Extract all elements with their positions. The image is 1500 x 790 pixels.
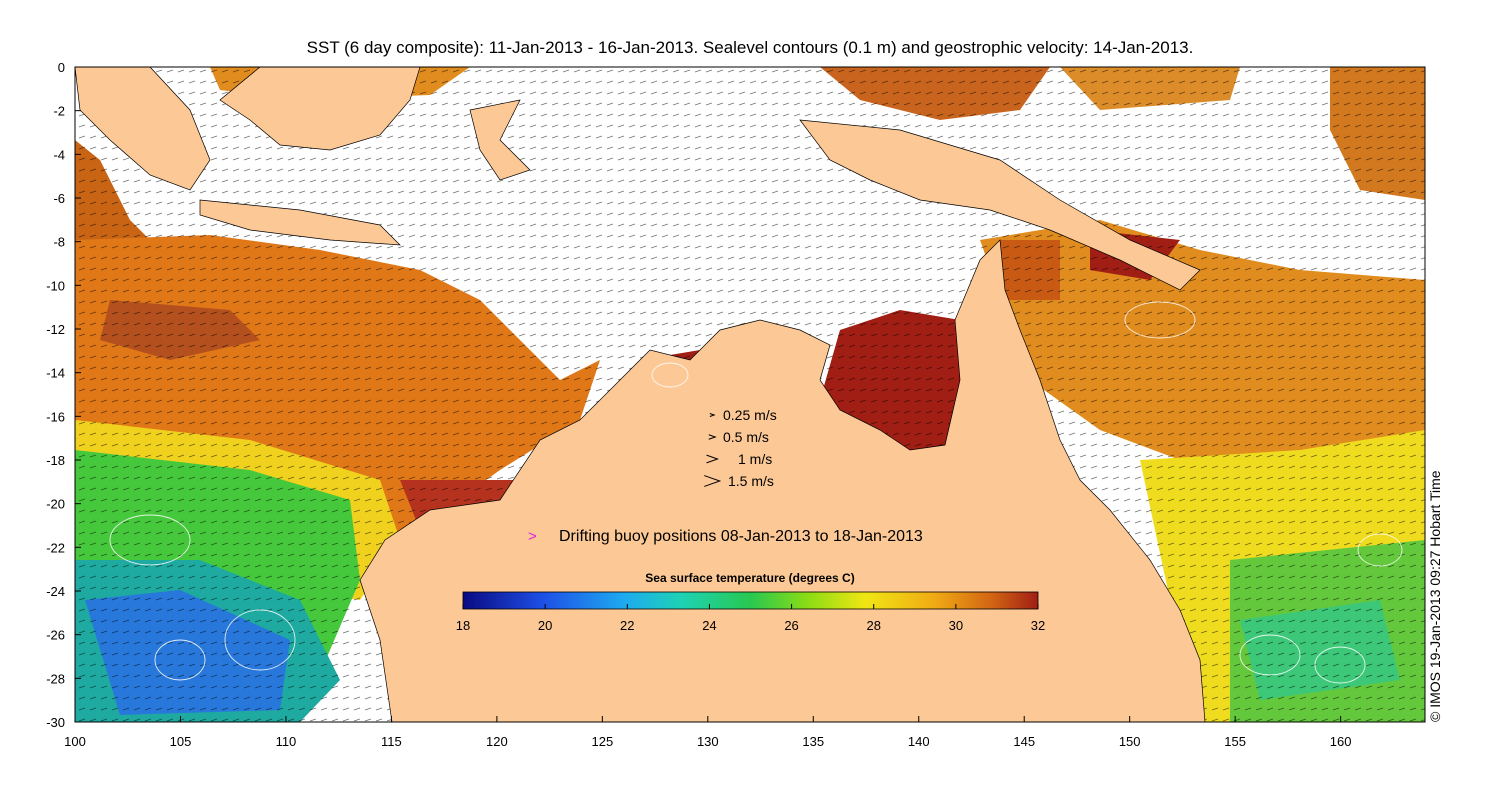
y-tick-label: -24: [46, 584, 65, 599]
x-tick-label: 105: [170, 734, 192, 749]
sealevel-contours: [109, 301, 1403, 684]
y-tick-label: -18: [46, 453, 65, 468]
colorbar-tick-label: 24: [702, 618, 716, 633]
colorbar-ticks: 18 20 22 24 26 28 30 32: [456, 604, 1045, 633]
velocity-label: 1 m/s: [738, 451, 772, 467]
x-axis-ticks: 100 105 110 115 120 125 130 135 140 145 150 155 160: [64, 716, 1351, 749]
y-axis-ticks: 0 -2 -4 -6 -8 -10 -12 -14 -16 -18 -20 -22 -24 -26 -28 -…: [46, 60, 81, 730]
y-tick-label: -26: [46, 628, 65, 643]
y-tick-label: -10: [46, 278, 65, 293]
velocity-label: 0.25 m/s: [723, 407, 777, 423]
x-tick-label: 120: [486, 734, 508, 749]
velocity-label: 1.5 m/s: [728, 473, 774, 489]
y-tick-label: -4: [53, 147, 65, 162]
velocity-arrow: [709, 413, 716, 417]
x-tick-label: 140: [908, 734, 930, 749]
map-title: SST (6 day composite): 11-Jan-2013 - 16-…: [306, 38, 1194, 57]
x-tick-label: 100: [64, 734, 86, 749]
y-tick-label: -28: [46, 671, 65, 686]
colorbar-tick-label: 32: [1031, 618, 1045, 633]
x-tick-label: 150: [1119, 734, 1141, 749]
y-tick-label: -12: [46, 322, 65, 337]
y-tick-label: -6: [53, 191, 65, 206]
colorbar-tick-label: 22: [620, 618, 634, 633]
velocity-arrow: [706, 454, 720, 464]
colorbar: Sea surface temperature (degrees C) 18 20…: [456, 571, 1045, 633]
credit-text: © IMOS 19-Jan-2013 09:27 Hobart Time: [1427, 470, 1443, 722]
colorbar-tick-label: 20: [538, 618, 552, 633]
y-tick-label: -14: [46, 366, 65, 381]
buoy-legend: > Drifting buoy positions 08-Jan-2013 to…: [528, 528, 923, 545]
x-tick-label: 145: [1013, 734, 1035, 749]
velocity-arrow: [708, 434, 717, 440]
x-tick-label: 130: [697, 734, 719, 749]
colorbar-gradient: [462, 591, 1039, 610]
y-tick-label: -30: [46, 715, 65, 730]
buoy-label: Drifting buoy positions 08-Jan-2013 to 1…: [559, 528, 923, 545]
y-tick-label: 0: [58, 60, 65, 75]
velocity-legend: 0.25 m/s 0.5 m/s 1 m/s 1.5 m/s: [704, 407, 777, 489]
x-tick-label: 160: [1330, 734, 1352, 749]
x-tick-label: 115: [381, 734, 402, 749]
velocity-arrow: [704, 475, 722, 487]
x-tick-label: 155: [1224, 734, 1246, 749]
colorbar-tick-label: 28: [866, 618, 880, 633]
x-tick-label: 110: [276, 734, 297, 749]
x-tick-label: 125: [591, 734, 613, 749]
colorbar-label: Sea surface temperature (degrees C): [645, 571, 854, 585]
buoy-marker: >: [528, 528, 537, 545]
velocity-label: 0.5 m/s: [723, 429, 769, 445]
x-tick-label: 135: [802, 734, 824, 749]
y-tick-label: -8: [53, 235, 65, 250]
y-tick-label: -16: [46, 409, 65, 424]
y-tick-label: -22: [46, 540, 65, 555]
y-tick-label: -20: [46, 497, 65, 512]
colorbar-tick-label: 30: [949, 618, 963, 633]
colorbar-tick-label: 26: [784, 618, 798, 633]
colorbar-tick-label: 18: [456, 618, 470, 633]
y-tick-label: -2: [53, 104, 65, 119]
axes-frame: [74, 66, 1426, 723]
